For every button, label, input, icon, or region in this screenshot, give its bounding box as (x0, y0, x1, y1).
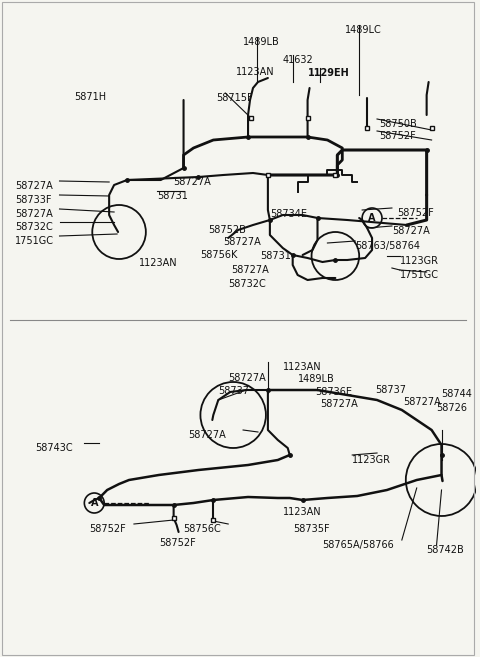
Text: 41632: 41632 (283, 55, 313, 65)
Text: 58727A: 58727A (189, 430, 226, 440)
Text: 58727A: 58727A (231, 265, 269, 275)
Text: 58752F: 58752F (397, 208, 433, 218)
Text: 58737: 58737 (375, 385, 406, 395)
Text: 58752F: 58752F (379, 131, 416, 141)
Text: 1751GC: 1751GC (400, 270, 439, 280)
Text: 58752F: 58752F (89, 524, 126, 534)
Text: 58731: 58731 (260, 251, 291, 261)
Text: 58727A: 58727A (15, 181, 53, 191)
Text: 1123AN: 1123AN (139, 258, 178, 268)
Text: A: A (91, 498, 98, 508)
Text: 58727A: 58727A (321, 399, 358, 409)
Text: 58733F: 58733F (15, 195, 51, 205)
Text: 1489LC: 1489LC (345, 25, 382, 35)
Text: 58742B: 58742B (427, 545, 464, 555)
Text: 58752B: 58752B (208, 225, 246, 235)
Text: 5871H: 5871H (74, 92, 107, 102)
Text: 58727A: 58727A (174, 177, 211, 187)
Text: 58763/58764: 58763/58764 (355, 241, 420, 251)
Text: 58731: 58731 (157, 191, 188, 201)
Text: 58750B: 58750B (379, 119, 417, 129)
Text: 1123GR: 1123GR (352, 455, 391, 465)
Text: 58727A: 58727A (228, 373, 266, 383)
Text: 1123GR: 1123GR (400, 256, 439, 266)
Text: 58735F: 58735F (293, 524, 329, 534)
Text: 58732C: 58732C (15, 222, 53, 232)
Text: 58744: 58744 (442, 389, 472, 399)
Text: 58737: 58737 (218, 386, 249, 396)
Text: 58756C: 58756C (183, 524, 221, 534)
Text: 1123AN: 1123AN (283, 362, 322, 372)
Text: A: A (368, 213, 376, 223)
Text: 58715F: 58715F (216, 93, 253, 103)
Text: 1489LB: 1489LB (243, 37, 280, 47)
Text: 58756K: 58756K (201, 250, 238, 260)
Text: 1123AN: 1123AN (283, 507, 322, 517)
Text: 58734E: 58734E (270, 209, 307, 219)
Text: 58727A: 58727A (223, 237, 261, 247)
Text: 58726: 58726 (437, 403, 468, 413)
Text: 58765A/58766: 58765A/58766 (323, 540, 394, 550)
Text: 58727A: 58727A (15, 209, 53, 219)
Text: 58743C: 58743C (35, 443, 72, 453)
Text: 1489LB: 1489LB (298, 374, 335, 384)
Text: 58736E: 58736E (315, 387, 352, 397)
Text: 58732C: 58732C (228, 279, 266, 289)
Text: 58752F: 58752F (159, 538, 195, 548)
Text: 1751GC: 1751GC (15, 236, 54, 246)
Text: 1129EH: 1129EH (308, 68, 349, 78)
Text: 58727A: 58727A (403, 397, 441, 407)
Text: 1123AN: 1123AN (236, 67, 275, 77)
Text: 58727A: 58727A (392, 226, 430, 236)
